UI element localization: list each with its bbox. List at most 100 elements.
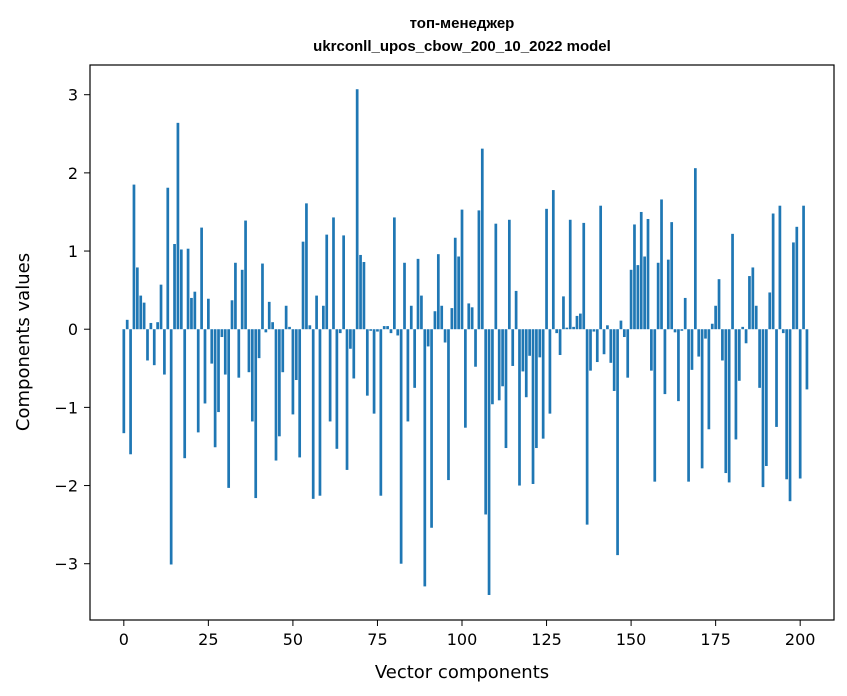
bar — [166, 187, 170, 330]
bar — [173, 244, 176, 330]
bar — [491, 329, 494, 405]
x-tick-label: 100 — [447, 630, 478, 649]
bar — [250, 329, 254, 422]
bar — [149, 322, 153, 330]
bar — [653, 329, 657, 482]
bar — [271, 322, 274, 330]
bar — [247, 329, 251, 373]
x-tick-label: 150 — [616, 630, 647, 649]
bar — [690, 329, 694, 370]
bar — [416, 258, 420, 330]
bar — [656, 262, 660, 330]
bar — [467, 303, 471, 330]
bar — [768, 292, 772, 330]
bar — [325, 234, 329, 330]
bar — [704, 329, 707, 339]
bar — [666, 259, 670, 330]
bar — [389, 329, 393, 334]
bar — [599, 205, 603, 330]
bar — [413, 329, 417, 388]
bar — [795, 226, 799, 330]
bars-group — [122, 89, 809, 595]
bar — [176, 122, 180, 330]
bar — [203, 329, 207, 404]
bar — [484, 329, 488, 515]
bar — [677, 329, 680, 402]
bar — [420, 295, 423, 330]
bar — [680, 329, 684, 331]
bar — [494, 223, 498, 330]
bar — [335, 329, 339, 449]
bar — [274, 329, 278, 461]
y-axis: −3 −2 −1 0 1 2 3 — [54, 86, 90, 574]
bar — [582, 222, 586, 330]
bar — [210, 329, 214, 364]
bar — [230, 300, 234, 330]
bar — [487, 329, 491, 595]
bar — [643, 256, 646, 330]
bar — [220, 329, 224, 338]
bar — [612, 329, 616, 391]
bar — [396, 329, 400, 336]
bar — [548, 329, 552, 414]
bar — [254, 329, 258, 499]
bar — [683, 297, 687, 330]
bar — [541, 329, 545, 439]
bar — [386, 326, 389, 330]
bar — [125, 319, 129, 330]
y-tick-label: 3 — [68, 86, 78, 105]
bar — [670, 222, 674, 330]
bar — [477, 210, 481, 330]
bar — [480, 148, 484, 330]
bar — [436, 254, 440, 330]
bar — [450, 308, 454, 330]
bar — [132, 184, 136, 330]
bar — [264, 329, 268, 333]
bar — [748, 276, 751, 330]
bar — [244, 220, 247, 330]
bar — [349, 329, 352, 349]
bar — [707, 329, 711, 430]
bar — [409, 305, 413, 330]
bar — [602, 329, 606, 355]
bar — [714, 305, 717, 330]
bar — [595, 329, 599, 363]
bar — [616, 329, 619, 556]
bar — [311, 329, 315, 499]
bar — [213, 329, 217, 448]
bar — [163, 329, 166, 375]
y-axis-label: Components values — [13, 253, 34, 431]
bar — [457, 256, 460, 330]
bar — [338, 329, 342, 334]
bar — [551, 190, 555, 330]
bar — [305, 203, 308, 330]
bar — [196, 329, 200, 433]
bar — [135, 267, 139, 330]
bar — [737, 329, 741, 381]
bar — [382, 326, 386, 330]
bar — [288, 326, 291, 330]
bar — [152, 329, 156, 366]
bar — [511, 329, 515, 366]
bar — [369, 329, 373, 331]
bar — [687, 329, 690, 482]
bar — [372, 329, 376, 414]
bar — [727, 329, 731, 483]
bar — [636, 265, 640, 330]
bar — [724, 329, 728, 474]
bar — [693, 168, 697, 330]
bar — [301, 241, 305, 330]
bar — [619, 320, 623, 330]
bar — [240, 269, 244, 330]
bar — [781, 329, 785, 334]
bar — [278, 329, 281, 437]
bar — [758, 329, 761, 388]
bar — [558, 329, 562, 356]
bar — [129, 329, 132, 455]
bar — [328, 329, 332, 422]
bar — [626, 329, 630, 378]
bar — [426, 329, 430, 347]
bar — [379, 329, 383, 496]
bar — [497, 329, 501, 401]
bar — [765, 329, 768, 467]
